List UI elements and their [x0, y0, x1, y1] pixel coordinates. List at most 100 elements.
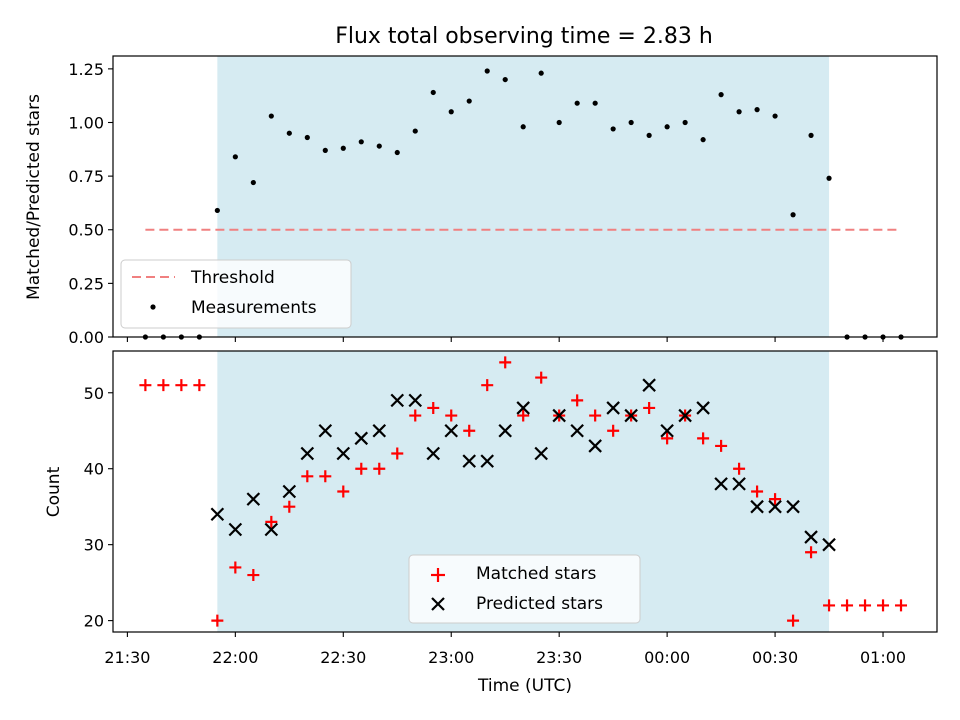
predicted-star-point	[732, 477, 746, 491]
predicted-star-point	[570, 423, 584, 438]
measurement-point	[448, 109, 454, 115]
measurement-point	[214, 207, 220, 214]
measurement-point	[808, 132, 814, 138]
top-chart-title: Flux total observing time = 2.83 h	[335, 24, 713, 49]
matched-star-point	[193, 379, 206, 392]
matched-star-point	[535, 371, 548, 384]
bottom-x-tick-label: 22:30	[320, 648, 366, 667]
measurement-point	[610, 126, 616, 132]
measurement-point	[430, 89, 436, 96]
top-legend: Threshold Measurements	[120, 259, 352, 329]
measurement-point	[772, 113, 778, 119]
predicted-star-point	[408, 393, 423, 408]
matched-legend-swatch	[431, 568, 445, 582]
predicted-star-point	[228, 522, 243, 537]
matched-star-point	[139, 379, 152, 392]
bottom-x-tick-label: 22:00	[212, 648, 258, 667]
measurement-point	[304, 134, 310, 141]
matched-star-point	[805, 546, 818, 559]
top-y-tick-label: 0.00	[68, 328, 104, 347]
matched-star-point	[661, 432, 674, 445]
bottom-x-tick-label: 01:00	[860, 648, 906, 667]
measurement-point	[592, 100, 598, 106]
predicted-star-point	[660, 423, 674, 438]
matched-star-point	[445, 409, 458, 422]
matched-star-point	[607, 424, 620, 437]
measurement-point	[340, 145, 346, 151]
predicted-star-point	[282, 484, 297, 499]
predicted-star-point	[714, 477, 728, 491]
predicted-star-point	[300, 446, 315, 461]
matched-star-point	[355, 462, 368, 475]
bottom-x-tick-label: 00:00	[644, 648, 690, 667]
measurement-point	[754, 107, 760, 113]
predicted-star-point	[264, 522, 279, 537]
measurement-point	[484, 68, 490, 74]
bottom-y-tick-label: 20	[84, 612, 104, 631]
predicted-star-point	[372, 423, 387, 438]
measurements-legend-label: Measurements	[191, 298, 317, 318]
bottom-y-tick-label: 50	[84, 384, 104, 403]
measurement-point	[412, 128, 418, 134]
predicted-star-point	[336, 446, 351, 461]
matched-star-point	[715, 439, 728, 452]
matched-star-point	[733, 462, 746, 475]
measurement-point	[790, 212, 796, 218]
measurement-point	[268, 113, 274, 119]
matched-star-point	[859, 599, 872, 612]
predicted-star-point	[552, 408, 566, 423]
matched-star-point	[697, 432, 710, 445]
top-y-axis: 0.00 0.25 0.50 0.75 1.00 1.25	[68, 60, 113, 347]
matched-star-point	[373, 462, 386, 475]
measurement-point	[466, 98, 472, 104]
predicted-star-point	[768, 499, 782, 514]
predicted-star-point	[480, 454, 494, 468]
matched-star-point	[247, 569, 260, 582]
bottom-y-axis: 20 30 40 50	[84, 384, 113, 631]
top-chart: 0.00 0.25 0.50 0.75 1.00 1.25 Matched/Predict…	[24, 55, 938, 347]
matched-star-point	[571, 394, 584, 407]
matched-star-point	[265, 515, 278, 528]
bottom-chart: 20 30 40 50 21:30 22:00 22:30 23:00 23:30 00:00 0…	[44, 350, 938, 696]
predicted-star-point	[354, 431, 369, 446]
bottom-x-axis: 21:30 22:00 22:30 23:00 23:30 00:00 00:30 01:00	[104, 632, 906, 667]
matched-star-point	[481, 379, 494, 392]
measurement-point	[286, 130, 292, 136]
matched-star-point	[823, 599, 836, 612]
matched-star-point	[337, 485, 350, 498]
measurement-point	[520, 124, 526, 130]
matched-star-point	[841, 599, 854, 612]
measurement-point	[538, 70, 544, 76]
measurement-point	[322, 147, 328, 153]
top-axes-frame	[112, 55, 938, 338]
predicted-star-point	[246, 492, 261, 506]
predicted-star-point	[804, 530, 818, 544]
measurement-point	[736, 109, 742, 115]
measurement-point	[628, 119, 634, 126]
measurement-point	[574, 100, 580, 106]
predicted-star-point	[606, 401, 620, 415]
matched-legend-label: Matched stars	[476, 564, 596, 584]
measurement-point	[502, 76, 508, 83]
matched-star-point	[391, 447, 404, 460]
measurement-point	[826, 175, 832, 181]
predicted-star-point	[390, 393, 405, 408]
matched-star-point	[157, 379, 170, 392]
measurement-point	[232, 154, 238, 160]
bottom-x-tick-label: 00:30	[752, 648, 798, 667]
matched-star-point	[589, 409, 602, 422]
bottom-x-tick-label: 21:30	[104, 648, 150, 667]
top-y-tick-label: 1.00	[68, 113, 104, 132]
top-y-tick-label: 0.25	[68, 274, 104, 293]
bottom-x-axis-label: Time (UTC)	[477, 676, 572, 696]
measurement-point	[394, 149, 400, 156]
top-y-axis-label: Matched/Predicted stars	[24, 94, 44, 300]
matched-star-point	[319, 470, 332, 483]
predicted-legend-swatch	[431, 597, 445, 611]
top-legend-box	[120, 259, 352, 329]
predicted-points-layer	[210, 378, 836, 552]
predicted-star-point	[624, 408, 638, 423]
predicted-star-point	[444, 423, 459, 438]
measurements-legend-swatch	[150, 304, 156, 310]
